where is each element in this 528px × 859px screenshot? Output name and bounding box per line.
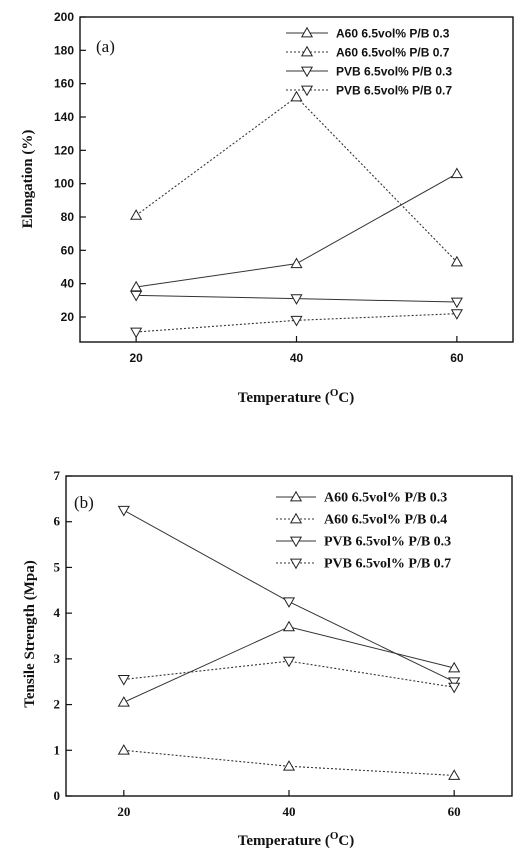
legend-label-4: PVB 6.5vol% P/B 0.7 [324, 557, 451, 572]
chart-a-x-label-main: Temperature ( [238, 390, 330, 406]
legend-marker-3 [300, 66, 314, 78]
y-tick-label: 140 [54, 110, 74, 124]
y-tick-label: 3 [54, 651, 61, 666]
chart-b-x-label-main: Temperature ( [238, 833, 330, 849]
series-3-point-1 [117, 505, 130, 517]
legend-label-3: PVB 6.5vol% P/B 0.3 [336, 65, 452, 79]
x-tick-label: 60 [448, 804, 461, 819]
chart-b-x-label-end: C) [338, 833, 354, 849]
series-2-point-1 [117, 744, 130, 755]
y-tick-label: 0 [54, 788, 61, 803]
series-1-point-3 [448, 661, 461, 673]
series-1-point-1 [117, 696, 130, 707]
legend-label-2: A60 6.5vol% P/B 0.7 [336, 46, 450, 60]
series-1-point-3 [450, 167, 463, 179]
chart-b-legend: A60 6.5vol% P/B 0.3 A60 6.5vol% P/B 0.4 PV… [276, 491, 451, 572]
y-tick-label: 60 [61, 243, 75, 257]
y-tick-label: 4 [54, 605, 61, 620]
legend-marker-3 [289, 536, 303, 548]
series-3-point-2 [290, 294, 303, 305]
series-2-point-3 [448, 769, 461, 780]
series-line-2 [135, 96, 458, 263]
series-4-point-2 [282, 656, 296, 668]
legend-marker-2 [300, 45, 314, 57]
series-4-point-2 [290, 315, 303, 327]
chart-a-x-label-sup: O [330, 387, 339, 399]
y-tick-label: 180 [54, 43, 74, 57]
legend-label-3: PVB 6.5vol% P/B 0.3 [324, 535, 451, 550]
chart-a-series [130, 90, 463, 339]
legend-marker-2 [289, 512, 303, 524]
chart-b-tensile-strength: 0 1 2 3 4 5 6 7 20 40 60 (b) Tensile Strength (Mp… [22, 468, 513, 849]
legend-label-4: PVB 6.5vol% P/B 0.7 [336, 84, 452, 98]
series-4-point-1 [130, 327, 143, 339]
series-3-point-1 [130, 290, 143, 302]
x-tick-label: 20 [117, 804, 130, 819]
chart-a-y-axis: 20 40 60 80 100 120 140 160 180 200 [54, 10, 86, 324]
chart-a-x-axis: 20 40 60 [129, 336, 464, 365]
chart-b-y-axis: 0 1 2 3 4 5 6 7 [54, 468, 72, 803]
legend-marker-1 [289, 490, 303, 502]
chart-b-x-label: Temperature (OC) [238, 830, 354, 849]
series-3-point-3 [448, 677, 461, 688]
series-1-point-2 [290, 257, 303, 269]
y-tick-label: 5 [54, 559, 61, 574]
legend-label-1: A60 6.5vol% P/B 0.3 [336, 27, 450, 41]
legend-label-2: A60 6.5vol% P/B 0.4 [324, 513, 447, 528]
y-tick-label: 2 [54, 697, 61, 712]
series-line-1 [136, 173, 458, 288]
y-tick-label: 160 [54, 77, 74, 91]
x-tick-label: 40 [283, 804, 296, 819]
series-4-point-3 [450, 309, 463, 320]
x-tick-label: 20 [129, 351, 143, 365]
chart-b-x-label-sup: O [330, 830, 339, 842]
chart-a-elongation: 20 40 60 80 100 120 140 160 180 200 20 40 60 (a) El… [20, 10, 514, 406]
series-2-point-3 [450, 255, 463, 267]
chart-a-x-label-end: C) [338, 390, 354, 406]
y-tick-label: 20 [61, 310, 75, 324]
series-4-point-3 [448, 682, 461, 694]
legend-marker-1 [300, 26, 314, 38]
y-tick-label: 7 [54, 468, 61, 483]
legend-label-1: A60 6.5vol% P/B 0.3 [324, 491, 447, 506]
chart-a-panel-label: (a) [96, 37, 115, 56]
series-2-point-2 [290, 90, 303, 102]
y-tick-label: 80 [61, 210, 75, 224]
y-tick-label: 100 [54, 177, 74, 191]
legend-marker-4 [300, 85, 314, 97]
series-3-point-2 [282, 597, 296, 608]
chart-b-series [117, 505, 461, 780]
y-tick-label: 120 [54, 143, 74, 157]
chart-a-y-label: Elongation (%) [20, 130, 36, 229]
legend-marker-4 [289, 558, 303, 570]
y-tick-label: 40 [61, 277, 75, 291]
chart-a-x-label: Temperature (OC) [238, 387, 354, 406]
series-3-point-3 [450, 297, 463, 309]
chart-a-legend: A60 6.5vol% P/B 0.3 A60 6.5vol% P/B 0.7 PV… [286, 27, 452, 98]
series-4-point-1 [117, 675, 130, 686]
y-tick-label: 200 [54, 10, 74, 24]
series-1-point-2 [282, 620, 296, 632]
series-line-4 [123, 660, 455, 688]
x-tick-label: 40 [290, 351, 304, 365]
series-2-point-1 [130, 209, 143, 220]
chart-b-y-label: Tensile Strength (Mpa) [22, 560, 38, 708]
y-tick-label: 1 [54, 742, 61, 757]
series-2-point-2 [282, 760, 296, 771]
chart-b-panel-label: (b) [74, 493, 94, 512]
chart-b-x-axis: 20 40 60 [117, 790, 461, 819]
x-tick-label: 60 [450, 351, 464, 365]
series-1-point-1 [130, 280, 143, 292]
y-tick-label: 6 [54, 514, 61, 529]
